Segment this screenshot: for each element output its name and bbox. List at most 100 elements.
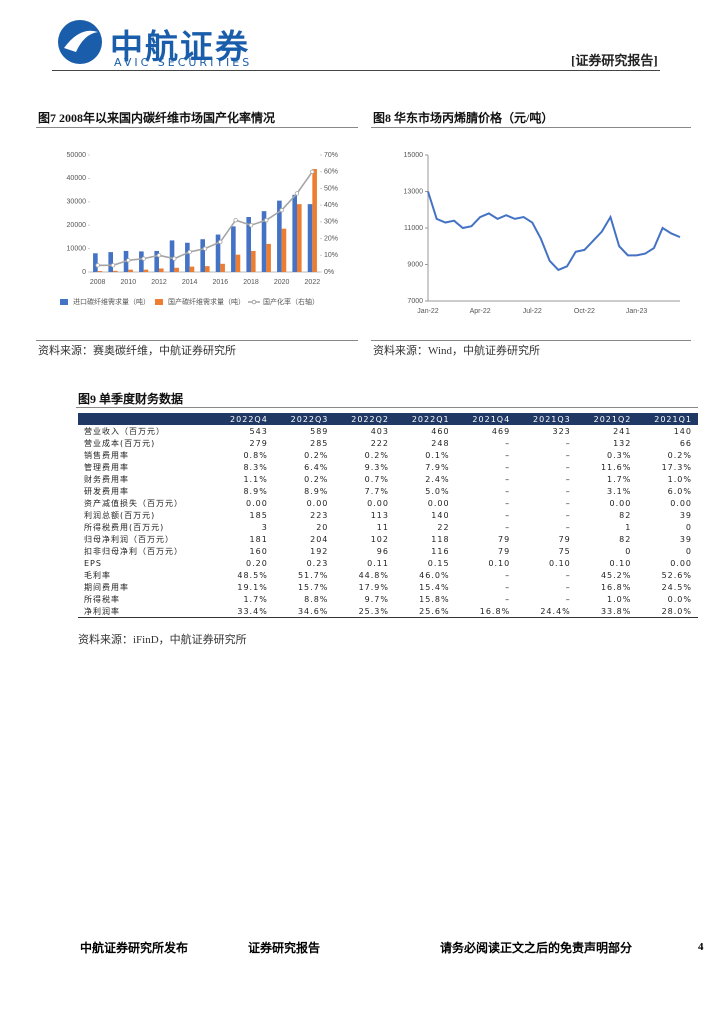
table-cell: 15.8% <box>419 594 450 604</box>
table-cell: 20 <box>316 522 329 532</box>
table-cell: 15.7% <box>297 582 329 592</box>
source-rule <box>371 340 691 341</box>
y2-tick-label: 70% <box>324 152 338 159</box>
table-cell: 25.6% <box>419 606 450 616</box>
row-label: 管理费用率 <box>84 462 129 472</box>
table-cell: – <box>565 594 571 604</box>
chart: 0 10000 20000 30000 40000 50000 0% 10% 20% 30% 40%… <box>60 152 338 306</box>
legend-swatch <box>155 299 163 305</box>
bar <box>246 217 251 272</box>
table-cell: 460 <box>431 426 450 436</box>
table-cell: – <box>505 474 511 484</box>
finance-table: 2022Q4 2022Q3 2022Q2 2022Q1 2021Q4 2021Q3 2021… <box>78 413 698 618</box>
table-cell: – <box>565 522 571 532</box>
table-cell: – <box>505 450 511 460</box>
table-cell: 7.9% <box>425 462 450 472</box>
table-cell: 0.23 <box>306 558 329 568</box>
table-cell: 102 <box>370 534 389 544</box>
table-cell: 25.3% <box>358 606 389 616</box>
table-cell: 589 <box>310 426 329 436</box>
table-cell: 0.11 <box>367 558 389 568</box>
table-cell: 17.9% <box>358 582 389 592</box>
bar <box>97 271 103 272</box>
table-cell: 113 <box>370 510 389 520</box>
header-cell: 2021Q1 <box>637 413 698 425</box>
legend-swatch <box>251 299 257 305</box>
logo-icon <box>58 20 102 64</box>
table-cell: 1 <box>625 522 632 532</box>
table-row: 扣非归母净利（百万元） 160 192 96 116 79 75 0 0 <box>78 545 698 557</box>
line-marker <box>187 249 192 255</box>
table-cell: – <box>565 450 571 460</box>
line-marker <box>202 246 208 251</box>
line-marker <box>218 239 223 245</box>
table-cell: 8.9% <box>243 486 268 496</box>
table-cell: – <box>565 486 571 496</box>
bar <box>143 269 149 272</box>
table-row: 所得税率 1.7% 8.8% 9.7% 15.8% – – 1.0% 0.0% <box>78 593 698 605</box>
y-tick-label: 7000 <box>407 298 423 305</box>
table-cell: 79 <box>497 546 511 556</box>
table-cell: 0.3% <box>607 450 632 460</box>
table-row: 管理费用率 8.3% 6.4% 9.3% 7.9% – – 11.6% 17.3% <box>78 461 698 473</box>
bar <box>231 226 236 272</box>
bar <box>220 263 225 272</box>
x-tick-label: Oct-22 <box>574 308 595 315</box>
row-label: 营业收入（百万元） <box>84 426 165 436</box>
table-cell: 160 <box>249 546 268 556</box>
caption-rule <box>76 407 698 408</box>
table-cell: 204 <box>310 534 329 544</box>
table-cell: 0.1% <box>425 450 450 460</box>
table-cell: 2.4% <box>425 474 450 484</box>
table-cell: 17.3% <box>661 462 692 472</box>
table-row: 资产减值损失（百万元） 0.00 0.00 0.00 0.00 – – 0.00 0.00 <box>78 497 698 509</box>
x-tick-label: Jan-23 <box>626 308 648 315</box>
header-cell: 2021Q4 <box>455 413 517 425</box>
table-cell: 34.6% <box>297 606 329 616</box>
table-cell: 0.2% <box>304 450 329 460</box>
table-cell: 6.4% <box>304 462 329 472</box>
table-cell: 16.8% <box>479 606 511 616</box>
header-cell: 2021Q3 <box>516 413 577 425</box>
table-cell: 0.15 <box>427 558 450 568</box>
table-cell: – <box>565 438 571 448</box>
table-row: 毛利率 48.5% 51.7% 44.8% 46.0% – – 45.2% 52.6% <box>78 569 698 581</box>
row-label: 所得税率 <box>84 594 120 604</box>
bar <box>189 266 195 272</box>
y-tick-label: 30000 <box>67 199 87 206</box>
table-cell: 241 <box>613 426 632 436</box>
table-row: 销售费用率 0.8% 0.2% 0.2% 0.1% – – 0.3% 0.2% <box>78 449 698 461</box>
table-row: 净利润率 33.4% 34.6% 25.3% 25.6% 16.8% 24.4% 33.8% 2… <box>78 605 698 618</box>
line <box>427 191 681 272</box>
table-cell: 5.0% <box>425 486 450 496</box>
table-cell: 11 <box>376 522 389 532</box>
table-cell: 0.00 <box>245 498 268 508</box>
y2-tick-label: 10% <box>324 252 338 259</box>
header-cell: 2022Q4 <box>213 413 274 425</box>
table-cell: 79 <box>497 534 511 544</box>
bar <box>277 200 282 272</box>
y-tick-label: 50000 <box>67 152 87 159</box>
table-cell: 3.1% <box>607 486 632 496</box>
table-cell: 0.10 <box>609 558 632 568</box>
table-source: 资料来源：iFinD，中航证券研究所 <box>78 634 247 646</box>
table-cell: – <box>565 462 571 472</box>
header-row: 2022Q4 2022Q3 2022Q2 2022Q1 2021Q4 2021Q3 2021… <box>78 413 698 425</box>
table-cell: 1.7% <box>607 474 632 484</box>
table-cell: 8.9% <box>304 486 329 496</box>
x-tick-label: 2018 <box>243 279 259 286</box>
table-cell: 0.00 <box>427 498 450 508</box>
legend-label: 国产化率（右轴） <box>263 297 319 306</box>
table-row: 利润总额(百万元) 185 223 113 140 – – 82 39 <box>78 509 698 521</box>
x-tick-label: Apr-22 <box>470 308 491 315</box>
y2-tick-label: 20% <box>324 235 338 242</box>
logo-en: AVIC SECURITIES <box>114 56 253 69</box>
table-cell: 118 <box>431 534 450 544</box>
header-rule <box>52 70 660 71</box>
table-cell: 44.8% <box>358 570 389 580</box>
table-cell: 0 <box>685 522 692 532</box>
legend-label: 国产碳纤维需求量（吨） <box>168 297 245 306</box>
table-cell: 1.7% <box>243 594 268 604</box>
table-cell: 285 <box>310 438 329 448</box>
